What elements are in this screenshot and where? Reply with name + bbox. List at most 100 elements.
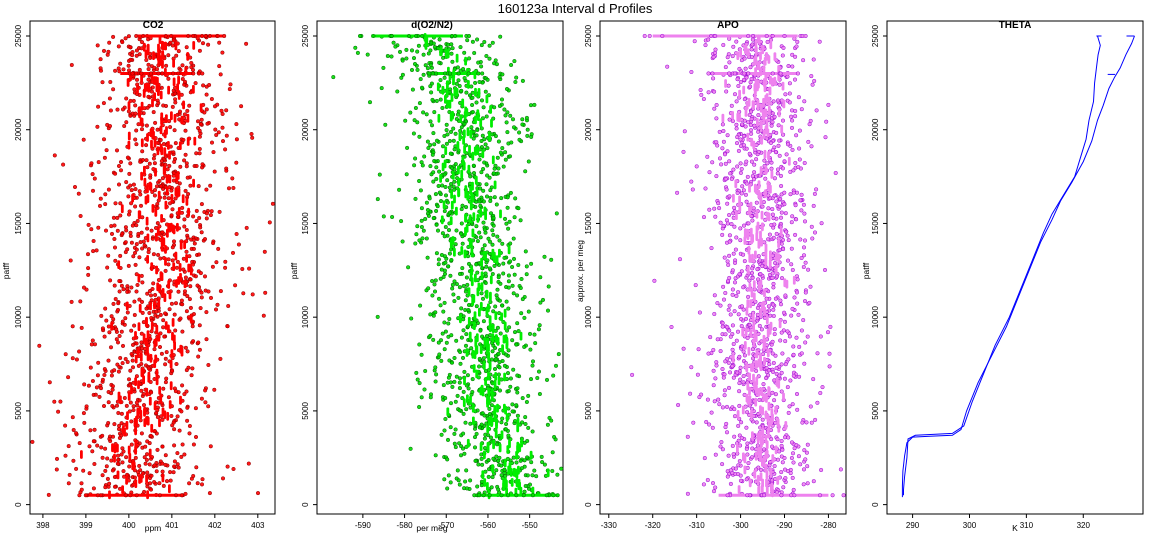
y-tick-label: 20000 [301, 118, 310, 141]
data-point [160, 469, 165, 474]
data-point [512, 59, 517, 64]
data-point [114, 337, 119, 342]
data-point [723, 290, 728, 296]
data-point [741, 188, 746, 193]
data-point [713, 33, 718, 39]
data-point [451, 126, 456, 131]
data-point [144, 158, 149, 163]
data-point [530, 363, 535, 368]
data-point [777, 449, 782, 454]
data-point [738, 478, 744, 483]
data-point [88, 428, 93, 433]
data-point [739, 324, 744, 329]
data-point [745, 452, 750, 457]
data-point [152, 463, 157, 468]
data-point [779, 241, 784, 246]
data-point [74, 357, 79, 362]
plot-frame [29, 20, 276, 515]
data-point [434, 208, 439, 214]
data-point [140, 157, 145, 163]
data-point [434, 165, 439, 170]
data-point [406, 33, 411, 39]
data-point [200, 477, 205, 482]
data-point [696, 347, 701, 352]
data-point [493, 345, 498, 351]
data-point [528, 377, 534, 382]
data-point [503, 427, 508, 432]
data-point [143, 444, 148, 449]
data-point [466, 33, 472, 39]
data-point [733, 466, 738, 471]
plot-frame [886, 20, 1144, 515]
data-point [726, 360, 731, 365]
data-point [483, 432, 488, 437]
data-point [505, 195, 510, 200]
data-point [790, 118, 795, 123]
data-point [698, 87, 703, 93]
data-point [204, 216, 209, 221]
data-point [167, 119, 172, 124]
data-point [506, 279, 511, 284]
data-point [94, 385, 99, 390]
data-point [793, 108, 798, 114]
data-point [532, 102, 537, 107]
data-point [71, 458, 76, 463]
data-point [431, 179, 436, 184]
data-point [497, 75, 502, 80]
data-point [506, 306, 511, 311]
data-point [120, 231, 125, 236]
data-point [750, 266, 755, 271]
data-point [131, 404, 136, 409]
data-point [399, 219, 404, 224]
data-point [783, 476, 788, 481]
data-point [148, 71, 153, 76]
data-point [196, 340, 201, 345]
data-point [158, 312, 163, 317]
data-point [101, 48, 107, 53]
data-point [106, 324, 111, 329]
data-point [125, 310, 130, 315]
data-point [537, 391, 542, 397]
data-point [161, 318, 166, 323]
data-point [145, 165, 150, 170]
data-point [182, 158, 187, 163]
data-point [74, 431, 79, 436]
data-point [841, 493, 846, 498]
data-point [804, 420, 809, 425]
y-tick-label: 25000 [871, 24, 880, 47]
data-point [745, 465, 750, 470]
data-point [211, 241, 216, 246]
data-point [191, 214, 196, 219]
data-point [510, 117, 516, 122]
data-point [142, 455, 147, 460]
data-point [92, 461, 97, 467]
data-point [741, 285, 746, 290]
data-point [749, 270, 755, 276]
data-point [735, 190, 740, 195]
data-point [191, 237, 196, 242]
data-point [482, 436, 487, 441]
data-point [442, 133, 447, 139]
data-point [529, 261, 534, 266]
data-point [754, 368, 759, 373]
data-point [542, 254, 547, 259]
data-point [100, 80, 105, 85]
data-point [124, 228, 129, 233]
data-point [508, 384, 513, 389]
data-point [492, 263, 497, 268]
data-point [807, 122, 812, 127]
data-point [404, 56, 409, 61]
data-point [805, 481, 810, 486]
data-point [432, 110, 437, 115]
data-point [206, 42, 211, 47]
data-point [134, 142, 139, 147]
data-point [445, 178, 450, 183]
data-point [375, 314, 380, 319]
data-point [803, 33, 808, 39]
data-point [533, 341, 538, 346]
data-point [507, 325, 512, 330]
data-point [731, 215, 736, 220]
data-point [772, 114, 777, 119]
data-point [474, 100, 479, 105]
data-point [738, 377, 743, 382]
